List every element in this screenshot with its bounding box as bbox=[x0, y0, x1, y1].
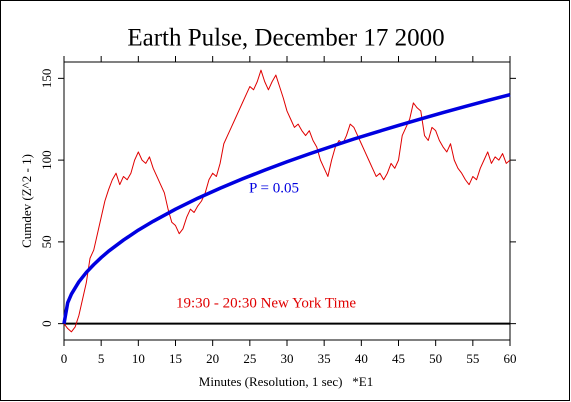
annotation: 19:30 - 20:30 New York Time bbox=[176, 295, 356, 311]
x-tick-label: 45 bbox=[392, 351, 405, 366]
y-tick-label: 150 bbox=[39, 69, 54, 89]
x-tick-label: 25 bbox=[243, 351, 256, 366]
x-tick-label: 10 bbox=[132, 351, 145, 366]
y-tick-label: 100 bbox=[39, 150, 54, 170]
x-tick-label: 15 bbox=[169, 351, 182, 366]
x-tick-label: 5 bbox=[98, 351, 105, 366]
y-tick-label: 0 bbox=[39, 320, 54, 327]
x-tick-label: 30 bbox=[281, 351, 294, 366]
x-tick-label: 0 bbox=[61, 351, 68, 366]
y-tick-label: 50 bbox=[39, 235, 54, 248]
x-axis-label: Minutes (Resolution, 1 sec) *E1 bbox=[199, 374, 373, 389]
annotation: P = 0.05 bbox=[249, 180, 299, 196]
x-tick-label: 40 bbox=[355, 351, 368, 366]
chart-title: Earth Pulse, December 17 2000 bbox=[127, 25, 444, 52]
x-tick-label: 55 bbox=[466, 351, 479, 366]
x-tick-label: 60 bbox=[504, 351, 517, 366]
data-line bbox=[63, 69, 511, 333]
data-line bbox=[62, 93, 511, 324]
x-tick-label: 35 bbox=[318, 351, 331, 366]
x-tick-label: 20 bbox=[206, 351, 219, 366]
x-tick-label: 50 bbox=[429, 351, 442, 366]
y-axis-label: Cumdev (Z^2 - 1) bbox=[19, 154, 34, 248]
